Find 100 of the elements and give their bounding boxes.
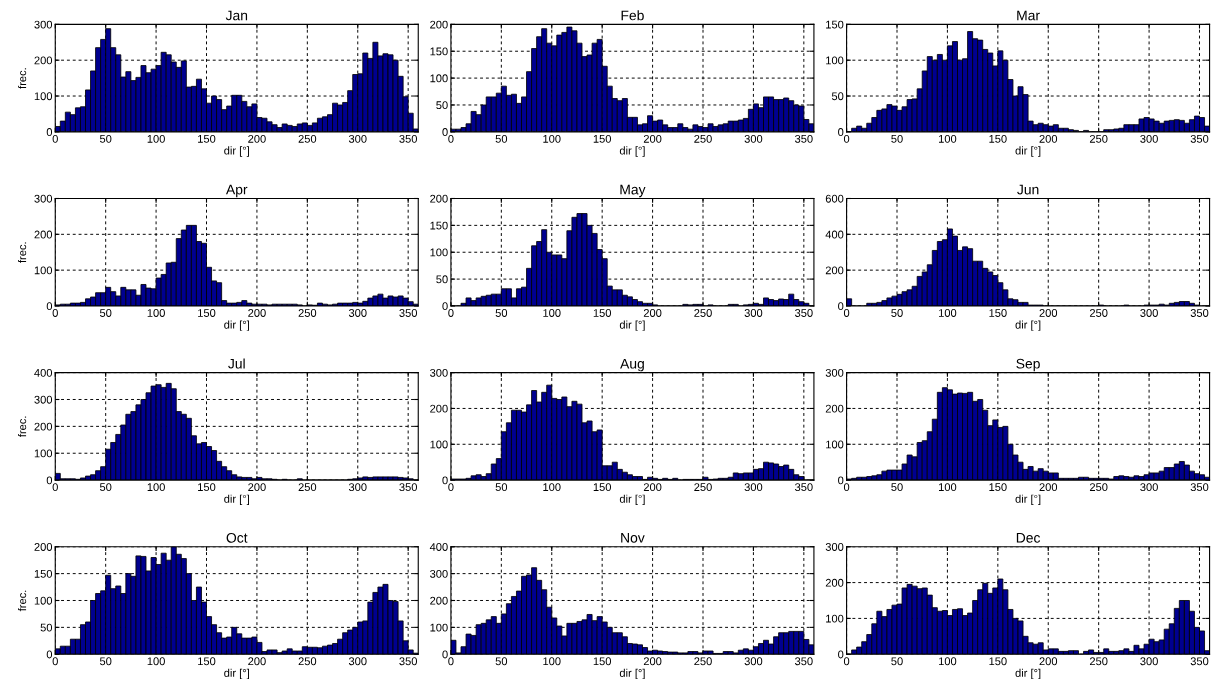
x-tick-label: 350 [399, 657, 418, 666]
x-tick-label: 350 [399, 309, 418, 317]
x-tick-label: 350 [794, 483, 813, 492]
x-tick-label: 0 [448, 483, 454, 492]
x-tick-label: 50 [495, 657, 508, 666]
x-tick-label: 300 [348, 483, 367, 492]
x-tick-label: 200 [1039, 483, 1058, 492]
chart-title: Jan [225, 10, 248, 21]
x-axis-title: dir [°] [1015, 494, 1041, 505]
y-tick-label: 400 [429, 543, 448, 551]
chart-title: Dec [1016, 533, 1041, 543]
x-tick-label: 100 [543, 309, 561, 317]
y-tick-label: 200 [34, 543, 53, 551]
x-tick-label: 250 [1089, 134, 1108, 143]
x-axis-title: dir [°] [224, 494, 249, 505]
y-tick-label: 100 [430, 623, 448, 632]
y-tick-label: 100 [430, 440, 448, 449]
x-tick-label: 300 [1140, 483, 1158, 492]
x-tick-label: 150 [593, 134, 612, 143]
x-tick-label: 150 [989, 134, 1007, 143]
chart-title: Sep [1016, 358, 1040, 372]
x-tick-label: 250 [694, 657, 712, 666]
y-tick-label: 50 [831, 92, 844, 101]
y-tick-label: 200 [34, 230, 53, 239]
y-tick-label: 300 [825, 543, 844, 551]
chart-title: May [620, 184, 646, 198]
y-tick-label: 0 [442, 302, 448, 311]
x-tick-label: 100 [939, 134, 957, 143]
y-tick-label: 0 [838, 302, 844, 311]
chart-title: Nov [621, 533, 645, 543]
x-tick-label: 200 [1039, 309, 1058, 317]
x-tick-label: 0 [843, 309, 850, 317]
x-tick-label: 50 [891, 134, 903, 143]
y-tick-label: 300 [34, 20, 53, 29]
x-tick-label: 250 [298, 134, 317, 143]
x-tick-label: 250 [694, 309, 712, 317]
x-tick-label: 300 [348, 134, 367, 143]
x-tick-label: 50 [495, 309, 508, 317]
x-tick-label: 100 [147, 483, 165, 492]
x-axis-title: dir [°] [1015, 320, 1041, 331]
y-tick-label: 150 [826, 20, 844, 29]
y-tick-label: 100 [34, 449, 53, 458]
x-tick-label: 50 [495, 483, 508, 492]
x-tick-label: 50 [891, 657, 903, 666]
x-tick-label: 150 [593, 483, 612, 492]
y-tick-label: 0 [46, 476, 53, 485]
y-tick-label: 100 [34, 92, 53, 101]
x-tick-label: 200 [248, 483, 266, 492]
x-tick-label: 50 [891, 309, 903, 317]
x-axis-title: dir [°] [619, 668, 645, 680]
x-tick-label: 250 [298, 657, 317, 666]
x-tick-label: 250 [694, 483, 712, 492]
x-tick-label: 200 [643, 483, 662, 492]
x-tick-label: 150 [989, 309, 1007, 317]
x-tick-label: 100 [147, 657, 165, 666]
x-tick-label: 100 [543, 134, 561, 143]
x-axis-title: dir [°] [224, 320, 249, 331]
x-tick-label: 350 [1190, 134, 1209, 143]
x-tick-label: 250 [1089, 309, 1108, 317]
x-tick-label: 100 [543, 483, 561, 492]
x-tick-label: 150 [989, 657, 1007, 666]
x-tick-label: 300 [744, 483, 763, 492]
x-tick-label: 250 [1089, 483, 1108, 492]
x-axis-title: dir [°] [224, 146, 249, 157]
x-tick-label: 200 [248, 309, 266, 317]
y-tick-label: 200 [430, 194, 448, 203]
y-tick-label: 200 [825, 266, 844, 275]
x-tick-label: 50 [495, 134, 508, 143]
x-tick-label: 200 [643, 309, 662, 317]
y-tick-label: 100 [34, 266, 53, 275]
x-tick-label: 350 [1190, 483, 1209, 492]
y-tick-label: 50 [40, 623, 53, 632]
y-tick-label: 200 [430, 404, 448, 413]
y-tick-label: 0 [838, 476, 844, 485]
y-tick-label: 300 [430, 569, 448, 578]
x-tick-label: 50 [99, 657, 112, 666]
y-tick-label: 0 [46, 128, 53, 136]
chart-title: Jun [1017, 184, 1039, 195]
y-axis-title: frec. [18, 590, 27, 612]
x-tick-label: 50 [891, 483, 903, 492]
y-axis-title: frec. [18, 68, 27, 89]
x-tick-label: 300 [744, 657, 763, 666]
x-tick-label: 150 [198, 657, 216, 666]
y-tick-label: 400 [825, 230, 844, 239]
y-tick-label: 200 [430, 20, 448, 29]
y-tick-label: 200 [34, 422, 53, 431]
chart-title: Jul [228, 358, 245, 369]
x-axis-title: dir [°] [619, 494, 645, 505]
x-tick-label: 0 [448, 657, 454, 666]
y-tick-label: 100 [826, 440, 844, 449]
y-tick-label: 0 [442, 650, 448, 659]
x-tick-label: 100 [939, 483, 957, 492]
y-tick-label: 200 [825, 578, 844, 587]
chart-title: Mar [1017, 10, 1040, 21]
y-tick-label: 200 [34, 56, 53, 65]
x-tick-label: 100 [543, 657, 561, 666]
x-tick-label: 100 [147, 134, 165, 143]
chart-title: Oct [226, 532, 248, 543]
y-tick-label: 200 [825, 404, 844, 413]
x-tick-label: 300 [1140, 657, 1158, 666]
